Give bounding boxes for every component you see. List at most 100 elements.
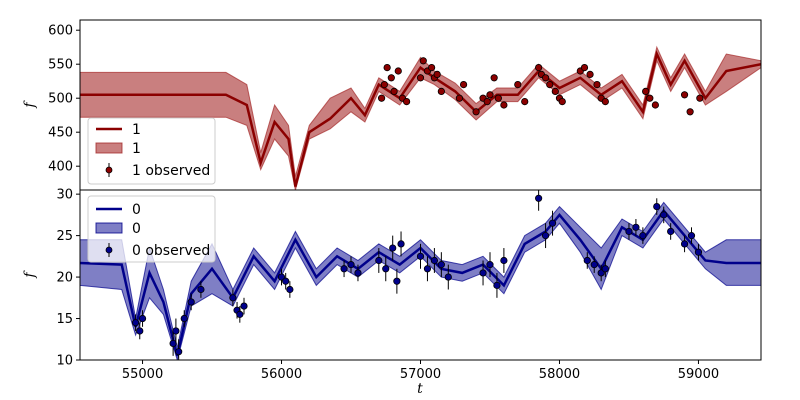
y-axis-label: f <box>22 270 38 279</box>
observed-points <box>377 57 704 116</box>
data-point <box>437 87 445 96</box>
x-tick-label: 57000 <box>400 367 441 382</box>
data-point <box>437 261 445 269</box>
data-point <box>377 94 386 102</box>
data-point <box>444 273 452 281</box>
data-point <box>687 232 696 240</box>
data-point <box>583 256 591 265</box>
data-point <box>286 285 294 294</box>
y-axis-label: f <box>22 100 38 109</box>
observed-points <box>131 190 703 360</box>
y-tick-label: 500 <box>48 92 73 107</box>
x-tick-label: 56000 <box>261 367 302 382</box>
y-axis-ticks: 400 450 500 550 600 <box>48 24 80 175</box>
data-point <box>667 227 675 236</box>
data-point <box>541 74 550 82</box>
legend-entry-observed: 1 observed <box>132 163 210 179</box>
y-tick-label: 20 <box>56 271 73 286</box>
data-point <box>416 74 425 82</box>
data-point <box>382 265 390 273</box>
data-point <box>459 81 468 89</box>
data-point <box>393 277 401 285</box>
data-point <box>277 273 286 281</box>
y-tick-label: 600 <box>48 24 73 39</box>
data-point <box>653 202 661 211</box>
data-point <box>419 57 427 65</box>
data-point <box>548 219 557 227</box>
data-point <box>590 261 598 269</box>
y-tick-label: 25 <box>56 229 73 244</box>
data-point <box>479 269 487 277</box>
data-point <box>558 98 566 106</box>
data-point <box>354 269 362 277</box>
data-point <box>282 277 290 285</box>
data-point <box>493 281 501 289</box>
data-point <box>428 64 436 72</box>
y-tick-label: 15 <box>56 312 73 327</box>
data-point <box>490 74 498 82</box>
data-point <box>541 232 550 240</box>
data-point <box>375 256 383 265</box>
data-point <box>347 261 355 269</box>
data-point <box>535 64 543 72</box>
legend-entry-line: 1 <box>132 122 141 138</box>
top-panel: 400 450 500 550 600 f 1 1 1 observed <box>22 19 762 191</box>
legend-entry-band: 1 <box>132 141 141 157</box>
data-point <box>486 261 494 269</box>
data-point <box>500 256 508 265</box>
data-point <box>175 348 183 356</box>
data-point <box>593 81 601 89</box>
data-point <box>680 91 689 99</box>
x-axis-ticks: 55000 56000 57000 58000 59000 <box>122 360 719 382</box>
data-point <box>500 101 508 109</box>
data-point <box>535 194 543 202</box>
axes-frame <box>79 189 762 361</box>
y-tick-label: 30 <box>56 188 73 203</box>
data-point <box>197 285 205 294</box>
data-point <box>646 94 654 102</box>
data-point <box>651 101 659 109</box>
data-point <box>236 310 244 318</box>
data-point <box>172 327 180 335</box>
y-tick-label: 400 <box>48 160 73 175</box>
data-point <box>394 67 402 75</box>
legend-marker-swatch <box>105 166 113 174</box>
legend-band-swatch <box>95 142 123 154</box>
data-point <box>397 240 405 248</box>
data-point <box>423 265 432 273</box>
data-point <box>430 256 438 265</box>
data-point <box>387 74 395 82</box>
data-point <box>521 98 529 106</box>
x-tick-label: 58000 <box>539 367 580 382</box>
data-point <box>472 108 480 116</box>
legend: 0 0 0 observed <box>87 195 216 263</box>
data-point <box>383 64 391 72</box>
data-point <box>136 327 144 335</box>
data-point <box>686 108 694 116</box>
data-point <box>455 94 464 102</box>
data-point <box>696 94 704 102</box>
data-point <box>601 98 609 106</box>
legend: 1 1 1 observed <box>87 117 216 185</box>
data-point <box>240 302 248 310</box>
x-tick-label: 59000 <box>678 367 719 382</box>
data-point <box>694 248 703 256</box>
legend-entry-line: 0 <box>132 202 141 218</box>
data-point <box>403 98 411 106</box>
data-point <box>642 87 650 96</box>
data-point <box>660 211 668 219</box>
legend-entry-band: 0 <box>132 221 141 237</box>
data-point <box>138 314 147 323</box>
data-point <box>483 98 491 106</box>
data-point <box>514 81 522 89</box>
data-point <box>380 81 388 89</box>
data-point <box>632 223 640 231</box>
data-point <box>551 87 559 96</box>
data-point <box>639 232 647 240</box>
data-point <box>187 298 195 306</box>
x-axis-label: t <box>417 381 423 397</box>
legend-band-swatch <box>95 222 123 234</box>
data-point <box>625 227 633 236</box>
y-tick-label: 550 <box>48 58 73 73</box>
